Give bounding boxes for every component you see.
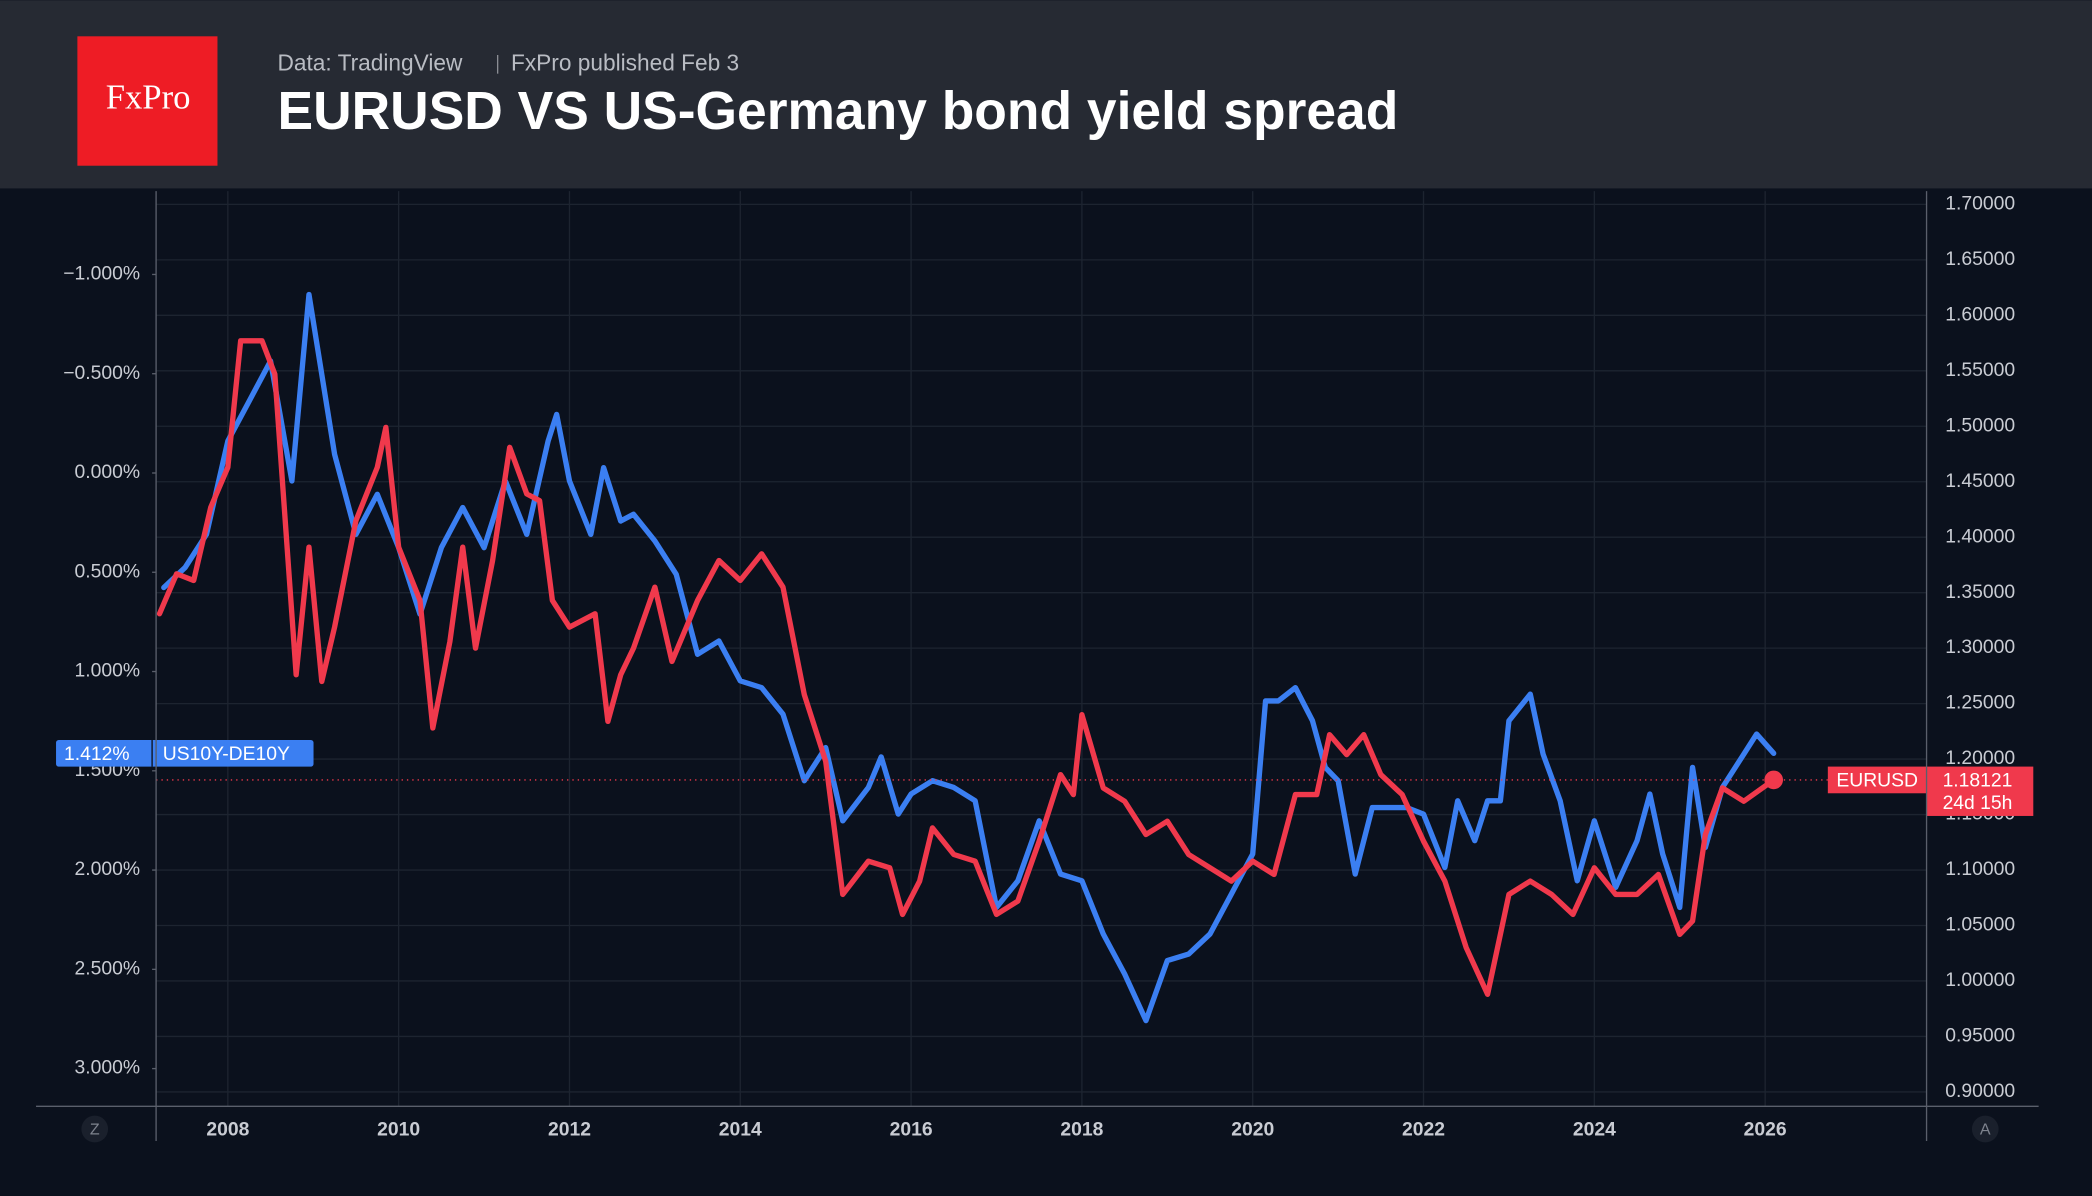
title: EURUSD VS US-Germany bond yield spread [278,82,1399,141]
zoom-label[interactable]: Z [90,1122,100,1139]
y-tick-label: −1.000% [63,263,140,285]
y2-tick-label: 1.40000 [1945,525,2015,547]
x-tick-label: 2020 [1231,1118,1274,1140]
countdown: 24d 15h [1943,792,2013,814]
y-tick-label: 2.500% [75,957,141,979]
y2-tick-label: 1.70000 [1945,192,2015,214]
legend-box [1827,766,1927,794]
legend-name: US10Y-DE10Y [163,743,290,765]
end-label-value: 1.18121 [1943,769,2013,791]
y2-tick-label: 1.05000 [1945,914,2015,936]
x-tick-label: 2014 [719,1118,762,1140]
logo-box [77,36,218,166]
y2-tick-label: 1.00000 [1945,969,2015,991]
x-tick-label: 2018 [1060,1118,1103,1140]
y2-tick-label: 1.55000 [1945,359,2015,381]
auto-label[interactable]: A [1980,1122,1991,1139]
y2-tick-label: 1.25000 [1945,692,2015,714]
y2-tick-label: 1.60000 [1945,303,2015,325]
y-tick-label: 0.000% [75,461,141,483]
auto-button[interactable] [1971,1115,1999,1143]
y2-tick-label: 1.65000 [1945,248,2015,270]
y2-tick-label: 1.35000 [1945,581,2015,603]
published: FxPro published Feb 3 [511,49,739,75]
y2-tick-label: 1.10000 [1945,858,2015,880]
y-tick-label: 2.000% [75,858,141,880]
y-tick-label: 0.500% [75,560,141,582]
plot [156,291,1828,1024]
logo: FxPro [106,77,191,116]
y-tick-label: 3.000% [75,1057,141,1079]
end-label-box [1926,766,2034,816]
x-tick-label: 2026 [1744,1118,1787,1140]
y2-tick-label: 1.30000 [1945,636,2015,658]
y2-tick-label: 0.95000 [1945,1025,2015,1047]
x-tick-label: 2024 [1573,1118,1616,1140]
series-line [161,291,1777,1024]
y2-tick-label: 1.50000 [1945,414,2015,436]
end-label-box [56,739,314,767]
header [0,0,2092,189]
x-tick-label: 2008 [206,1118,249,1140]
zoom-button[interactable] [81,1115,109,1143]
end-label-value: 1.412% [64,743,130,765]
y2-tick-label: 1.20000 [1945,747,2015,769]
x-tick-label: 2012 [548,1118,591,1140]
y2-tick-label: 0.90000 [1945,1080,2015,1102]
x-tick-label: 2022 [1402,1118,1445,1140]
y-tick-label: −0.500% [63,362,140,384]
series-line [156,338,1777,997]
axes: 2008 2010 2012 2014 2016 2018 2020 2022 2024 2026… [56,192,2034,1140]
last-point [1764,770,1784,790]
x-tick-label: 2016 [890,1118,933,1140]
y2-tick-label: 1.45000 [1945,470,2015,492]
grid [156,191,1927,1107]
source: Data: TradingView [278,49,463,75]
y-tick-label: 1.000% [75,660,141,682]
legend-name: EURUSD [1836,769,1918,791]
x-tick-label: 2010 [377,1118,420,1140]
